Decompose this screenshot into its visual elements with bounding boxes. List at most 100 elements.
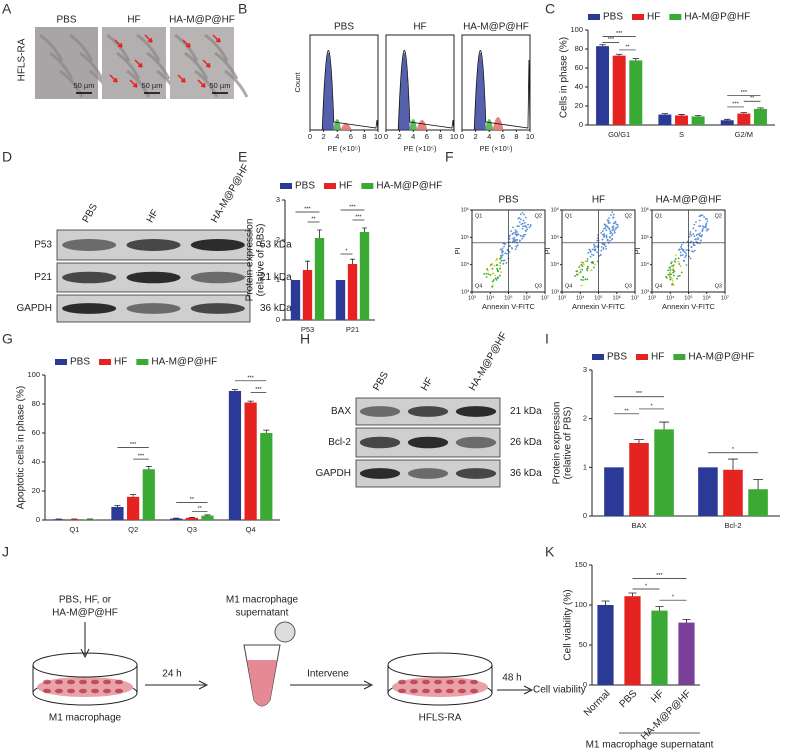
- event: [697, 238, 700, 241]
- x-tick-label: Q2: [128, 525, 138, 534]
- event: [680, 271, 683, 274]
- event: [495, 259, 498, 262]
- event: [516, 239, 519, 241]
- event: [671, 283, 673, 286]
- row-label: BAX: [331, 406, 351, 417]
- trace: [388, 50, 455, 131]
- y-tick-label: 100: [574, 600, 587, 609]
- g1-peak: [322, 52, 334, 130]
- y-axis-label: (relative of PBS): [563, 407, 574, 480]
- error-bar: [682, 619, 691, 623]
- g1-peak: [474, 52, 486, 130]
- event: [519, 213, 522, 216]
- panel-letter: E: [238, 149, 247, 165]
- event: [667, 273, 670, 276]
- x-tick-label: 10⁶: [703, 294, 711, 301]
- event: [487, 269, 489, 272]
- event: [590, 269, 593, 272]
- error-bar: [694, 115, 702, 117]
- legend-swatch: [636, 354, 649, 360]
- event: [519, 234, 522, 237]
- cell: [116, 51, 141, 80]
- event: [671, 280, 674, 282]
- cell: [470, 688, 478, 694]
- bar: [597, 605, 614, 685]
- event: [611, 234, 613, 237]
- event: [524, 225, 526, 228]
- bar: [170, 518, 183, 520]
- event: [679, 254, 682, 257]
- event: [670, 262, 673, 265]
- x-tick-label: 0: [308, 132, 312, 141]
- event: [580, 261, 583, 264]
- x-tick-label: S: [679, 130, 684, 139]
- footer-label: M1 macrophage supernatant: [586, 740, 714, 751]
- event: [703, 216, 705, 218]
- cell: [55, 679, 63, 685]
- event: [596, 239, 599, 242]
- event: [615, 226, 618, 229]
- event: [613, 231, 616, 234]
- event: [692, 227, 695, 230]
- x-axis-label: PE (×10⁵): [328, 144, 361, 153]
- bar: [675, 115, 688, 125]
- event: [518, 239, 521, 242]
- event: [489, 274, 492, 276]
- dish: [32, 665, 138, 693]
- event: [611, 232, 614, 235]
- bar: [604, 467, 624, 516]
- event: [677, 260, 680, 263]
- bar: [359, 232, 370, 320]
- event: [500, 259, 503, 262]
- event: [690, 234, 693, 237]
- dish-label: M1 macrophage: [49, 713, 122, 724]
- event: [499, 265, 502, 267]
- event: [524, 233, 527, 236]
- cell: [434, 679, 442, 685]
- event: [496, 264, 499, 267]
- y-tick-label: 40: [575, 82, 583, 91]
- event: [680, 246, 682, 248]
- event: [581, 268, 584, 271]
- y-tick-label: 10⁶: [461, 206, 469, 213]
- x-tick-label: 10⁵: [684, 294, 692, 301]
- readout-label: Cell viability: [533, 685, 586, 696]
- bar: [335, 280, 346, 320]
- arrow: [145, 680, 209, 690]
- significance-label: **: [198, 506, 203, 512]
- x-axis-label: Annexin V-FITC: [482, 302, 536, 311]
- event: [500, 271, 503, 274]
- arrow: [182, 39, 191, 48]
- y-axis-label: Count: [293, 72, 302, 93]
- bar: [678, 622, 695, 685]
- event: [596, 251, 598, 254]
- lane-label: PBS: [81, 202, 101, 225]
- blot-band: [359, 406, 401, 417]
- cell: [398, 688, 406, 694]
- event: [580, 284, 583, 287]
- event: [522, 235, 525, 238]
- cell: [446, 679, 454, 685]
- x-tick-label: 2: [474, 132, 478, 141]
- event: [684, 256, 686, 259]
- y-axis-label: PI: [633, 247, 642, 254]
- event: [496, 269, 499, 272]
- event: [669, 278, 672, 281]
- y-tick-label: 10³: [461, 289, 469, 295]
- event: [594, 248, 597, 251]
- blot-band: [359, 468, 401, 479]
- error-bar: [350, 258, 355, 264]
- event: [593, 243, 595, 246]
- plot-title: HA-M@P@HF: [656, 195, 722, 206]
- event: [494, 274, 497, 277]
- significance-label: ***: [355, 214, 362, 220]
- event: [603, 234, 606, 237]
- blot-band: [62, 271, 117, 284]
- x-tick-label: 0: [460, 132, 464, 141]
- y-tick-label: 0: [36, 515, 40, 524]
- event: [491, 280, 494, 283]
- event: [523, 222, 526, 224]
- event: [516, 225, 519, 228]
- x-tick-label: Q4: [246, 525, 256, 534]
- bar: [68, 519, 81, 520]
